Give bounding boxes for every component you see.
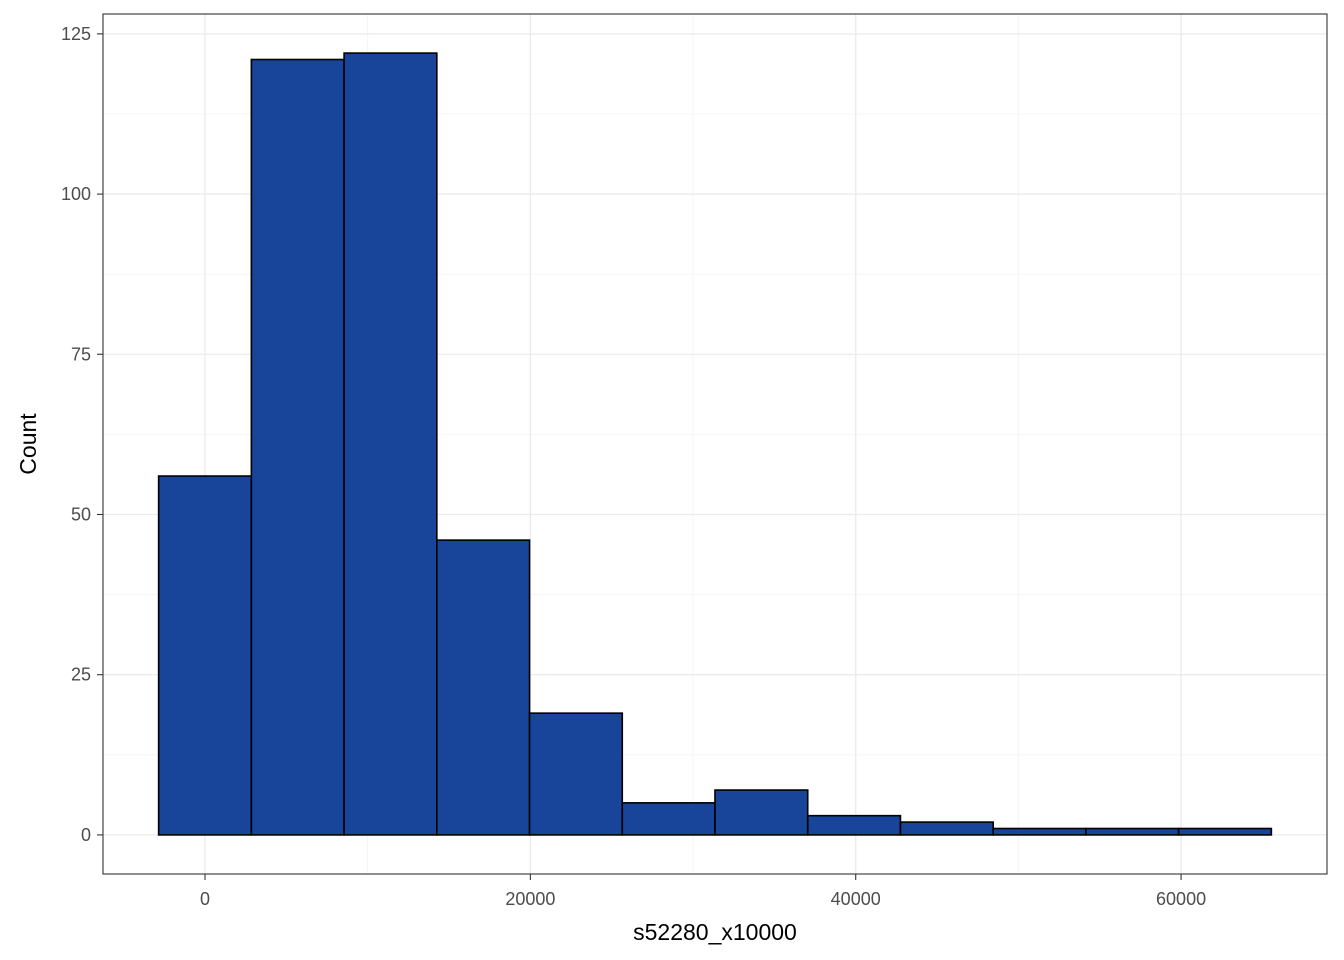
histogram-bar-4 <box>436 539 531 836</box>
panel-border <box>102 13 1328 875</box>
histogram-bar-8 <box>806 814 902 836</box>
histogram-bars <box>157 52 1273 836</box>
histogram-bar-10 <box>992 827 1087 836</box>
histogram-bar-6 <box>621 802 716 836</box>
histogram-bar-7 <box>714 789 809 836</box>
x-tick-label: 0 <box>200 889 210 909</box>
y-tick-label: 25 <box>71 665 91 685</box>
histogram-bar-1 <box>157 475 253 836</box>
histogram-bar-5 <box>528 712 624 836</box>
x-tick-label: 40000 <box>831 889 881 909</box>
x-tick-label: 20000 <box>505 889 555 909</box>
y-axis-title: Count <box>15 413 41 475</box>
histogram-bar-12 <box>1177 827 1273 836</box>
y-tick-label: 125 <box>61 24 91 44</box>
histogram-bar-11 <box>1085 827 1180 836</box>
y-tick-label: 0 <box>81 825 91 845</box>
x-axis-title: s52280_x10000 <box>633 919 797 945</box>
y-tick-label: 75 <box>71 344 91 364</box>
histogram-bar-9 <box>899 821 994 836</box>
histogram-bar-3 <box>343 52 438 836</box>
y-axis-ticks: 0 25 50 75 100 125 <box>61 24 103 845</box>
y-tick-label: 100 <box>61 184 91 204</box>
y-tick-label: 50 <box>71 504 91 524</box>
x-axis-ticks: 0 20000 40000 60000 <box>200 874 1206 909</box>
histogram-bar-2 <box>250 58 345 836</box>
x-tick-label: 60000 <box>1156 889 1206 909</box>
